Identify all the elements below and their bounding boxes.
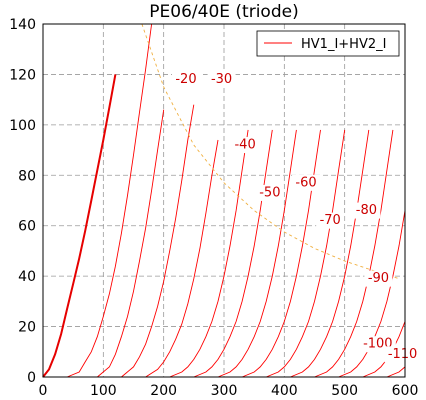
y-tick-label: 40 bbox=[18, 269, 36, 285]
y-tick-label: 140 bbox=[9, 17, 36, 33]
curve-label: -70 bbox=[320, 213, 341, 228]
series-line bbox=[193, 129, 273, 378]
curve-label-bg bbox=[231, 137, 260, 154]
x-tick-label: 100 bbox=[90, 383, 117, 399]
curve-label-bg bbox=[292, 174, 321, 191]
series-line bbox=[66, 23, 153, 378]
y-tick-label: 0 bbox=[27, 370, 36, 386]
legend-box bbox=[256, 30, 400, 57]
y-tick-label: 120 bbox=[9, 67, 36, 83]
series-line bbox=[121, 104, 195, 378]
series-line bbox=[169, 129, 249, 378]
y-tick-label: 80 bbox=[18, 168, 36, 184]
series-line bbox=[97, 109, 165, 378]
curve-label-bg bbox=[364, 270, 393, 287]
chart-title: PE06/40E (triode) bbox=[149, 2, 298, 22]
curve-label: -40 bbox=[234, 138, 255, 153]
dissipation-line bbox=[141, 23, 400, 280]
curve-label-bg bbox=[171, 71, 200, 88]
y-tick-label: 20 bbox=[18, 320, 36, 336]
y-tick-label: 100 bbox=[9, 118, 36, 134]
series-line bbox=[217, 129, 297, 378]
curve-label-bg bbox=[384, 346, 421, 363]
legend: HV1_I+HV2_I bbox=[256, 30, 400, 57]
curve-labels: -20 -30-40-50-60-70-80-90-100-110 bbox=[171, 71, 421, 363]
x-tick-label: 300 bbox=[211, 383, 238, 399]
series-line bbox=[145, 139, 219, 378]
curve-label: -50 bbox=[259, 185, 280, 200]
curve-label: -110 bbox=[388, 347, 418, 362]
series-line bbox=[386, 366, 406, 378]
series-line bbox=[42, 74, 117, 378]
curve-label: -90 bbox=[368, 271, 389, 286]
legend-label: HV1_I+HV2_I bbox=[301, 37, 386, 52]
y-tick-label: 60 bbox=[18, 219, 36, 235]
series-line bbox=[241, 129, 321, 378]
x-axis-ticks: 0 100 200 300 400 500 600 bbox=[39, 383, 419, 399]
curve-label-bg bbox=[255, 184, 284, 201]
x-tick-label: 600 bbox=[392, 383, 419, 399]
curve-label-bg bbox=[207, 71, 236, 88]
series-line bbox=[314, 129, 394, 378]
y-axis-ticks: 0 20 40 60 80 100 120 140 bbox=[9, 17, 36, 386]
curve-label: -60 bbox=[295, 175, 316, 190]
x-tick-label: 0 bbox=[39, 383, 48, 399]
curve-label: -30 bbox=[211, 72, 232, 87]
series-line bbox=[290, 129, 370, 378]
dissipation-curve bbox=[141, 23, 400, 280]
x-tick-label: 400 bbox=[271, 383, 298, 399]
x-tick-label: 500 bbox=[331, 383, 358, 399]
series-line bbox=[266, 129, 346, 378]
curve-label-bg bbox=[316, 212, 345, 229]
plot-frame bbox=[42, 23, 406, 378]
x-tick-label: 200 bbox=[150, 383, 177, 399]
curve-label: -80 bbox=[356, 203, 377, 218]
curve-label-bg bbox=[352, 202, 381, 219]
curve-label: -20 bbox=[175, 72, 196, 87]
